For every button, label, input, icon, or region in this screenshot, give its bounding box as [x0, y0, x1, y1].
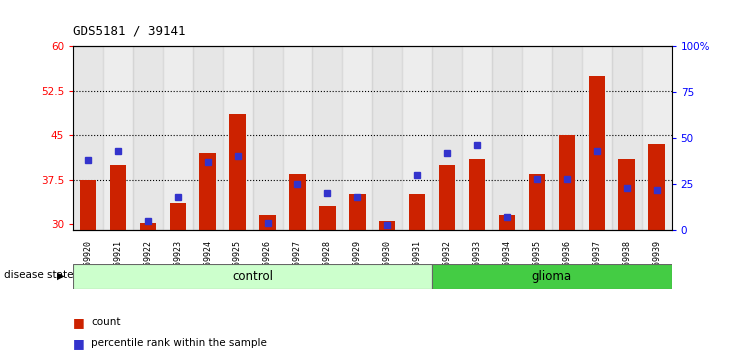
Bar: [259, 215, 276, 230]
Bar: [432, 46, 462, 230]
Bar: [139, 223, 156, 230]
Bar: [439, 165, 456, 230]
Bar: [372, 46, 402, 230]
Bar: [193, 46, 223, 230]
Bar: [529, 174, 545, 230]
Bar: [73, 264, 432, 289]
Bar: [409, 194, 426, 230]
Bar: [253, 46, 283, 230]
Bar: [588, 76, 605, 230]
Bar: [552, 46, 582, 230]
Bar: [73, 46, 103, 230]
Bar: [469, 159, 485, 230]
Bar: [103, 46, 133, 230]
Bar: [522, 46, 552, 230]
Bar: [432, 264, 672, 289]
Bar: [582, 46, 612, 230]
Bar: [558, 135, 575, 230]
Bar: [402, 46, 432, 230]
Bar: [80, 179, 96, 230]
Bar: [612, 46, 642, 230]
Bar: [342, 46, 372, 230]
Text: disease state: disease state: [4, 270, 73, 280]
Bar: [642, 46, 672, 230]
Text: GDS5181 / 39141: GDS5181 / 39141: [73, 24, 185, 37]
Bar: [492, 46, 522, 230]
Bar: [648, 144, 665, 230]
Text: ■: ■: [73, 316, 85, 329]
Text: ▶: ▶: [57, 270, 64, 280]
Bar: [110, 165, 126, 230]
Bar: [223, 46, 253, 230]
Text: count: count: [91, 317, 120, 327]
Bar: [462, 46, 492, 230]
Text: ■: ■: [73, 337, 85, 350]
Bar: [283, 46, 312, 230]
Bar: [163, 46, 193, 230]
Bar: [133, 46, 163, 230]
Bar: [618, 159, 635, 230]
Text: percentile rank within the sample: percentile rank within the sample: [91, 338, 267, 348]
Text: glioma: glioma: [532, 270, 572, 282]
Bar: [319, 206, 336, 230]
Text: control: control: [232, 270, 273, 282]
Bar: [229, 114, 246, 230]
Bar: [379, 221, 396, 230]
Bar: [312, 46, 342, 230]
Bar: [289, 174, 306, 230]
Bar: [199, 153, 216, 230]
Bar: [499, 215, 515, 230]
Bar: [349, 194, 366, 230]
Bar: [169, 204, 186, 230]
